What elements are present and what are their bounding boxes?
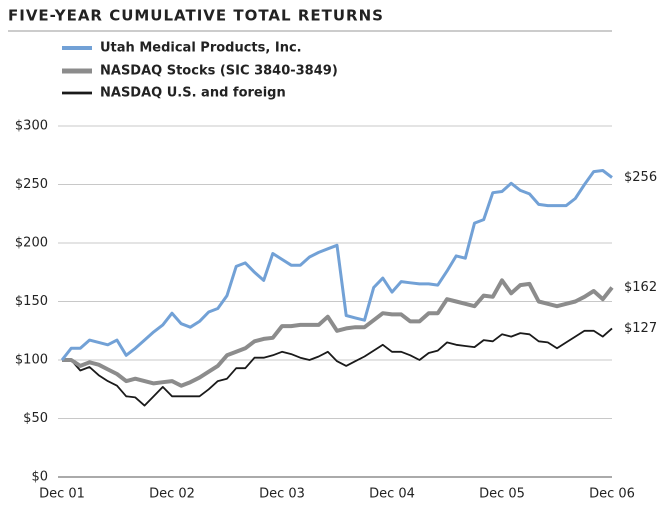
y-tick-label: $50 — [23, 411, 48, 426]
legend-label: NASDAQ Stocks (SIC 3840-3849) — [100, 64, 338, 79]
legend-label: Utah Medical Products, Inc. — [100, 41, 302, 56]
x-tick-label: Dec 02 — [149, 487, 195, 502]
x-tick-label: Dec 04 — [369, 487, 415, 502]
chart-title: FIVE-YEAR CUMULATIVE TOTAL RETURNS — [8, 7, 384, 25]
x-tick-label: Dec 06 — [589, 487, 635, 502]
series-line — [60, 169, 613, 361]
end-label: $162 — [624, 280, 657, 295]
y-tick-label: $150 — [15, 294, 48, 309]
x-tick-label: Dec 01 — [39, 487, 85, 502]
x-tick-label: Dec 03 — [259, 487, 305, 502]
y-tick-label: $200 — [15, 236, 48, 251]
y-tick-label: $250 — [15, 177, 48, 192]
end-label: $127 — [624, 321, 657, 336]
end-label: $256 — [624, 170, 657, 185]
y-tick-label: $100 — [15, 353, 48, 368]
y-tick-label: $0 — [31, 470, 48, 485]
legend-label: NASDAQ U.S. and foreign — [100, 86, 286, 101]
series-line — [62, 327, 613, 407]
series-line — [62, 278, 614, 388]
x-tick-label: Dec 05 — [479, 487, 525, 502]
y-tick-label: $300 — [15, 119, 48, 134]
